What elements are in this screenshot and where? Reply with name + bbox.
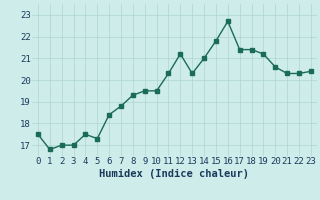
X-axis label: Humidex (Indice chaleur): Humidex (Indice chaleur) bbox=[100, 169, 249, 179]
